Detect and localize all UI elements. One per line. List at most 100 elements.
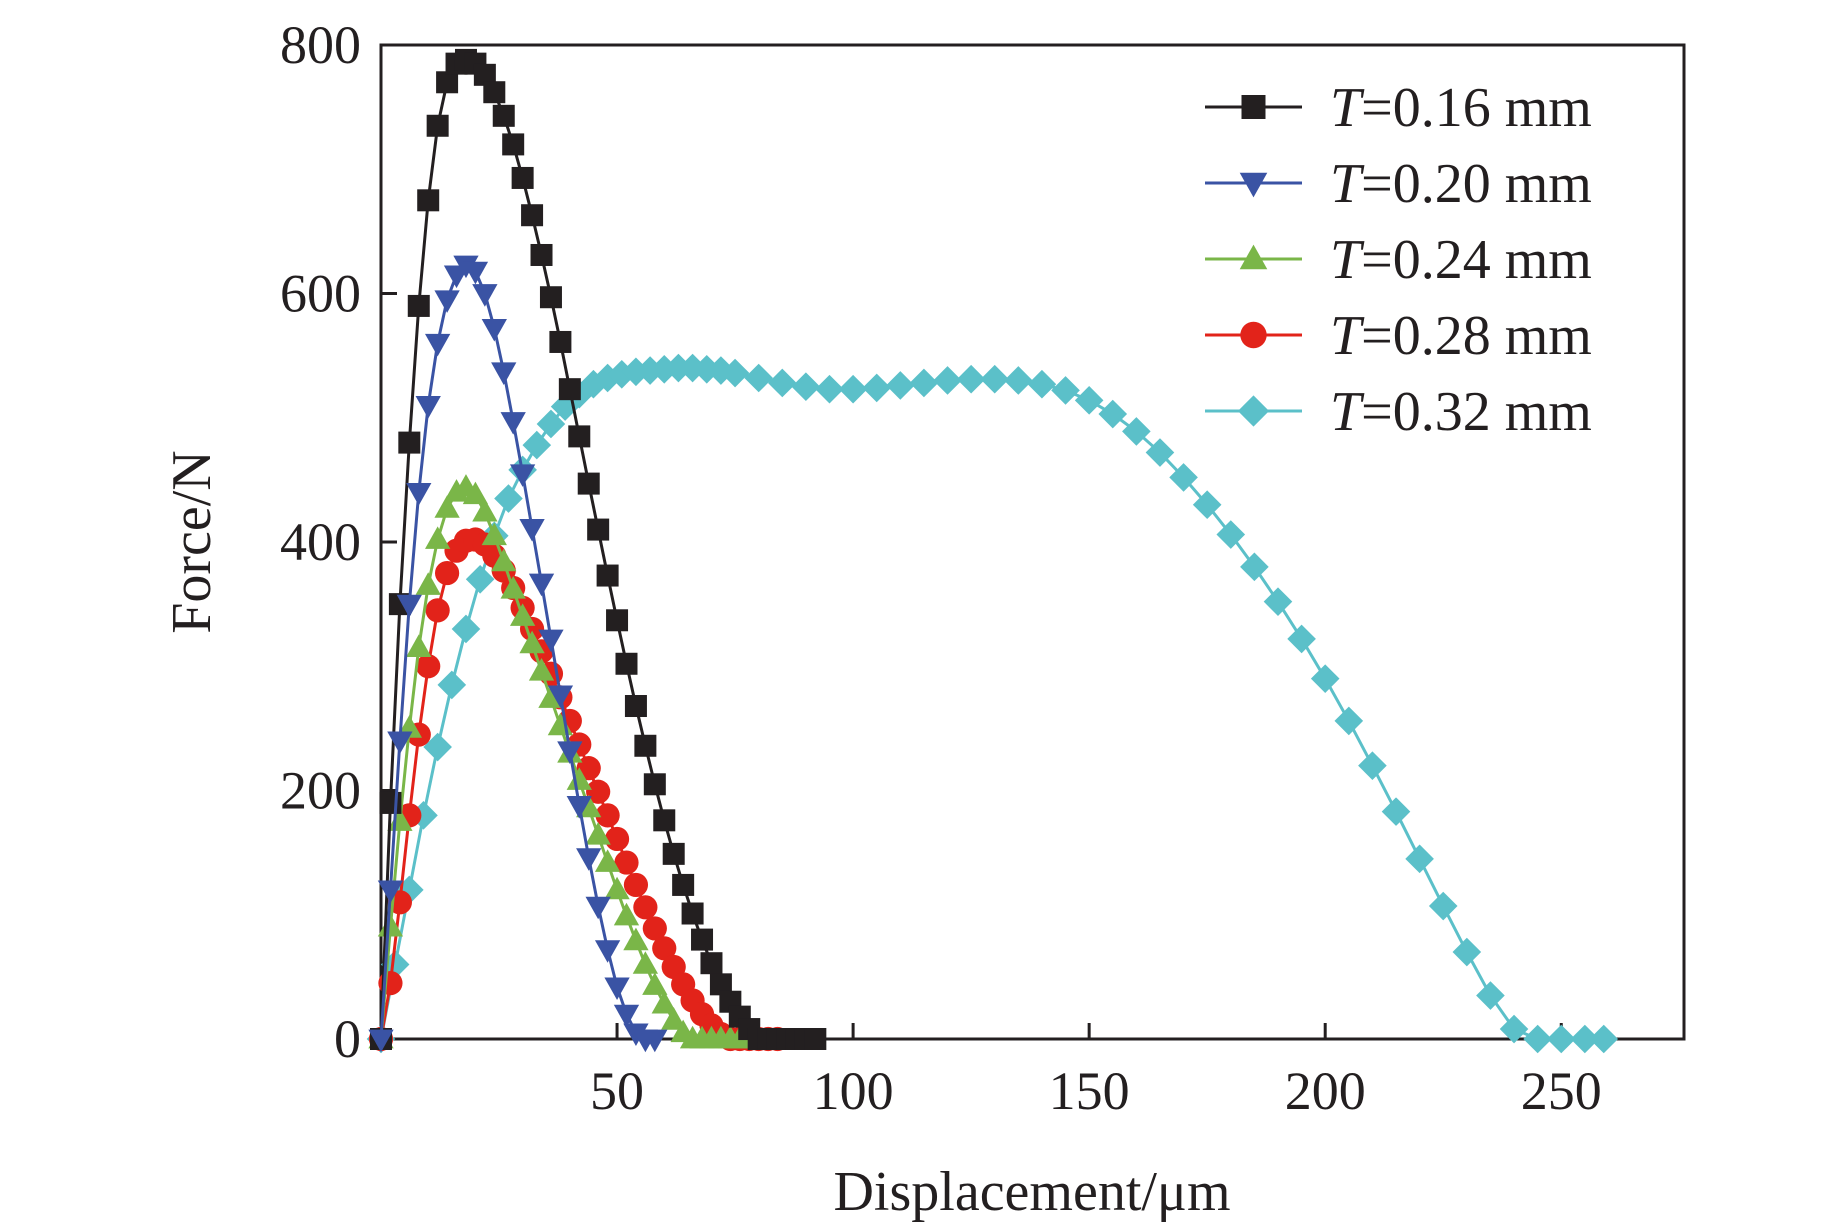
legend-marker bbox=[1239, 172, 1268, 198]
data-point bbox=[502, 133, 525, 156]
data-point bbox=[634, 734, 657, 757]
data-point bbox=[434, 560, 460, 586]
data-point bbox=[1499, 1014, 1529, 1044]
data-point bbox=[539, 286, 562, 309]
data-point bbox=[451, 614, 481, 644]
data-point bbox=[606, 609, 629, 632]
data-point bbox=[1098, 399, 1128, 429]
data-point bbox=[483, 81, 506, 104]
data-point bbox=[576, 848, 602, 871]
data-point bbox=[632, 951, 659, 974]
data-point bbox=[425, 598, 450, 623]
data-point bbox=[662, 842, 685, 865]
data-point bbox=[425, 526, 451, 549]
data-point bbox=[473, 63, 496, 86]
data-point bbox=[613, 902, 640, 926]
data-point bbox=[379, 791, 402, 814]
legend-label: T=0.16 mm bbox=[1330, 77, 1592, 139]
data-point bbox=[585, 896, 611, 920]
data-point bbox=[1122, 417, 1151, 446]
y-tick-label: 200 bbox=[280, 761, 361, 821]
data-point bbox=[643, 773, 666, 796]
data-point bbox=[566, 767, 592, 790]
legend-marker bbox=[1237, 395, 1270, 427]
legend-label-value: =0.20 mm bbox=[1361, 153, 1592, 215]
data-point bbox=[462, 261, 489, 285]
data-point bbox=[566, 796, 592, 819]
data-point bbox=[661, 1007, 687, 1030]
data-point bbox=[700, 952, 723, 975]
data-point bbox=[500, 412, 526, 435]
series-020 bbox=[368, 255, 668, 1053]
data-point bbox=[596, 564, 619, 587]
data-point bbox=[1358, 751, 1387, 780]
data-point bbox=[387, 731, 413, 754]
legend-label: T=0.20 mm bbox=[1330, 153, 1592, 215]
data-point bbox=[1523, 1024, 1552, 1054]
data-point bbox=[1381, 797, 1411, 826]
data-point bbox=[425, 333, 451, 357]
data-point bbox=[595, 803, 620, 828]
data-point bbox=[434, 290, 460, 313]
data-point bbox=[956, 364, 986, 394]
legend-label: T=0.28 mm bbox=[1330, 305, 1592, 367]
data-point bbox=[547, 685, 574, 709]
data-point bbox=[862, 373, 892, 403]
data-point bbox=[623, 872, 649, 898]
data-point bbox=[804, 1028, 827, 1050]
data-point bbox=[614, 850, 639, 875]
data-point bbox=[1074, 386, 1104, 415]
data-point bbox=[649, 354, 679, 384]
data-point bbox=[604, 826, 630, 852]
data-point bbox=[1145, 438, 1175, 467]
y-tick-label: 600 bbox=[280, 264, 361, 324]
data-point bbox=[909, 368, 939, 398]
data-point bbox=[472, 498, 498, 522]
series-layer bbox=[366, 48, 1619, 1054]
data-point bbox=[1476, 981, 1505, 1010]
data-point bbox=[681, 902, 704, 925]
data-point bbox=[815, 374, 844, 404]
data-point bbox=[1428, 891, 1458, 921]
legend-item: T=0.20 mm bbox=[1205, 153, 1592, 215]
data-point bbox=[481, 318, 507, 342]
legend-marker bbox=[1241, 95, 1266, 119]
legend-item: T=0.28 mm bbox=[1205, 305, 1592, 367]
data-point bbox=[519, 518, 545, 542]
legend-label-value: =0.16 mm bbox=[1361, 77, 1592, 139]
data-point bbox=[586, 779, 611, 804]
data-point bbox=[709, 973, 732, 996]
data-point bbox=[368, 1029, 394, 1053]
data-point bbox=[436, 71, 459, 94]
legend-marker bbox=[1239, 244, 1268, 270]
legend-label-value: =0.24 mm bbox=[1361, 229, 1592, 291]
data-point bbox=[530, 243, 553, 266]
data-point bbox=[557, 741, 583, 764]
legend-item: T=0.32 mm bbox=[1205, 381, 1592, 443]
legend-marker bbox=[1240, 321, 1267, 349]
x-tick-label: 150 bbox=[1049, 1061, 1130, 1121]
data-point bbox=[615, 652, 638, 675]
data-point bbox=[691, 928, 714, 951]
data-point bbox=[767, 368, 797, 398]
data-point bbox=[1051, 376, 1080, 405]
legend-label-variable: T bbox=[1330, 305, 1365, 367]
data-point bbox=[426, 114, 449, 137]
data-point bbox=[377, 880, 404, 904]
data-point bbox=[519, 630, 545, 654]
data-point bbox=[1546, 1024, 1576, 1054]
legend-label: T=0.32 mm bbox=[1330, 381, 1592, 443]
data-point bbox=[1192, 490, 1222, 520]
data-point bbox=[1405, 844, 1434, 874]
data-point bbox=[1452, 937, 1482, 967]
data-point bbox=[594, 849, 621, 872]
data-point bbox=[558, 378, 581, 401]
data-point bbox=[406, 482, 432, 506]
data-point bbox=[521, 204, 544, 227]
data-point bbox=[642, 916, 667, 941]
y-tick-label: 0 bbox=[334, 1009, 361, 1069]
data-point bbox=[653, 809, 676, 832]
data-point bbox=[623, 927, 649, 951]
data-point bbox=[980, 364, 1010, 394]
